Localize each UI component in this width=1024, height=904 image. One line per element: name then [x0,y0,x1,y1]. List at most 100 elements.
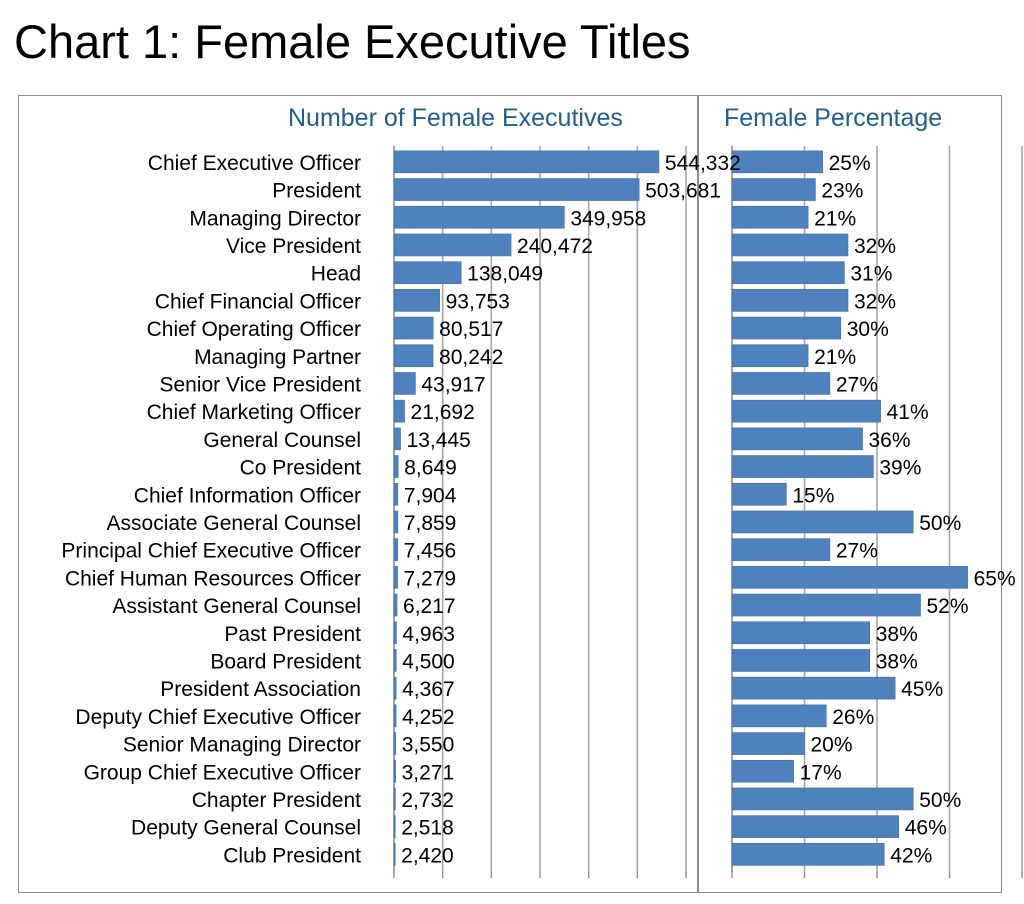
category-label: Chapter President [192,789,361,812]
category-label: Deputy Chief Executive Officer [75,706,361,729]
right-bar [731,759,794,783]
category-label: Managing Partner [194,346,361,369]
right-value-label: 50% [919,512,961,535]
right-value-label: 17% [800,761,842,784]
left-value-label: 21,692 [411,401,475,424]
right-value-label: 32% [854,290,896,313]
category-label: Chief Marketing Officer [147,401,361,424]
right-bar [731,649,871,672]
left-bar [393,427,401,451]
left-value-label: 80,242 [439,346,503,369]
category-label: Club President [223,844,361,867]
right-value-label: 27% [836,373,878,396]
category-label: Chief Information Officer [134,484,361,507]
right-value-label: 52% [927,595,969,618]
left-value-label: 3,550 [402,734,455,757]
category-label: Past President [224,623,361,646]
left-value-label: 2,420 [401,844,454,867]
right-panel-title: Female Percentage [724,104,943,132]
right-bar [731,205,809,229]
left-value-label: 240,472 [517,235,593,258]
left-value-label: 8,649 [404,457,457,480]
right-value-label: 46% [905,817,947,840]
right-value-label: 38% [876,650,918,673]
left-bar [393,704,397,728]
right-bar [731,344,809,368]
right-value-label: 15% [792,484,834,507]
left-value-label: 3,271 [402,761,455,784]
left-value-label: 544,332 [665,152,741,175]
category-label: Assistant General Counsel [112,595,361,618]
right-bar [731,732,805,755]
right-value-label: 20% [811,734,853,757]
left-value-label: 2,518 [401,817,454,840]
right-value-label: 50% [919,789,961,812]
left-value-labels: 544,332 503,681 349,958 240,472 138,049 93,75… [401,152,741,867]
right-value-label: 42% [890,844,932,867]
right-value-label: 21% [814,346,856,369]
panel-divider [697,96,699,892]
left-bar [393,566,398,589]
left-bar [393,261,462,284]
right-value-label: 39% [879,457,921,480]
category-label: Co President [240,457,362,480]
category-label: Chief Financial Officer [155,290,361,313]
left-bar [393,593,398,617]
right-value-label: 30% [847,318,889,341]
left-value-label: 4,963 [402,623,455,646]
left-bar [393,205,565,229]
left-bar [393,344,434,368]
right-bar [731,233,849,257]
right-value-label: 32% [854,235,896,258]
right-value-label: 25% [829,152,871,175]
right-bar [731,593,921,617]
left-bar [393,510,399,534]
category-label: Vice President [226,235,361,258]
left-bar [393,538,398,561]
right-value-label: 26% [832,706,874,729]
right-value-label: 23% [821,180,863,203]
category-label: Deputy General Counsel [131,817,361,840]
category-label: Chief Human Resources Officer [65,567,361,590]
category-label: Group Chief Executive Officer [84,761,361,784]
left-value-label: 4,500 [402,650,455,673]
left-gridlines [393,146,687,878]
right-bars [731,150,968,866]
chart-title: Chart 1: Female Executive Titles [14,15,691,68]
right-bar [731,704,827,728]
left-bar [393,843,396,866]
left-bar [393,316,434,340]
left-bars [393,150,660,866]
left-value-label: 13,445 [407,429,471,452]
right-bar [731,676,896,700]
right-value-label: 65% [974,567,1016,590]
right-bar [731,399,881,423]
left-value-label: 2,732 [401,789,454,812]
category-label: Principal Chief Executive Officer [61,540,361,563]
left-bar [393,150,660,174]
category-label: President [272,180,361,203]
right-value-label: 38% [876,623,918,646]
right-bar [731,261,845,284]
left-value-label: 7,456 [404,540,457,563]
left-bar [393,372,416,395]
category-label: Board President [210,650,361,673]
category-label: President Association [160,678,361,701]
left-bar [393,732,397,755]
right-bar [731,843,885,866]
left-value-label: 93,753 [446,290,510,313]
right-bar [731,815,900,838]
right-bar [731,150,823,174]
left-bar [393,233,512,257]
right-bar [731,621,871,645]
right-value-label: 36% [869,429,911,452]
left-bar [393,649,397,672]
right-bar [731,427,863,451]
chart-frame [18,95,1002,893]
right-value-label: 27% [836,540,878,563]
left-bar [393,178,640,201]
right-value-label: 45% [901,678,943,701]
right-bar [731,510,914,534]
left-panel-title: Number of Female Executives [288,104,623,132]
